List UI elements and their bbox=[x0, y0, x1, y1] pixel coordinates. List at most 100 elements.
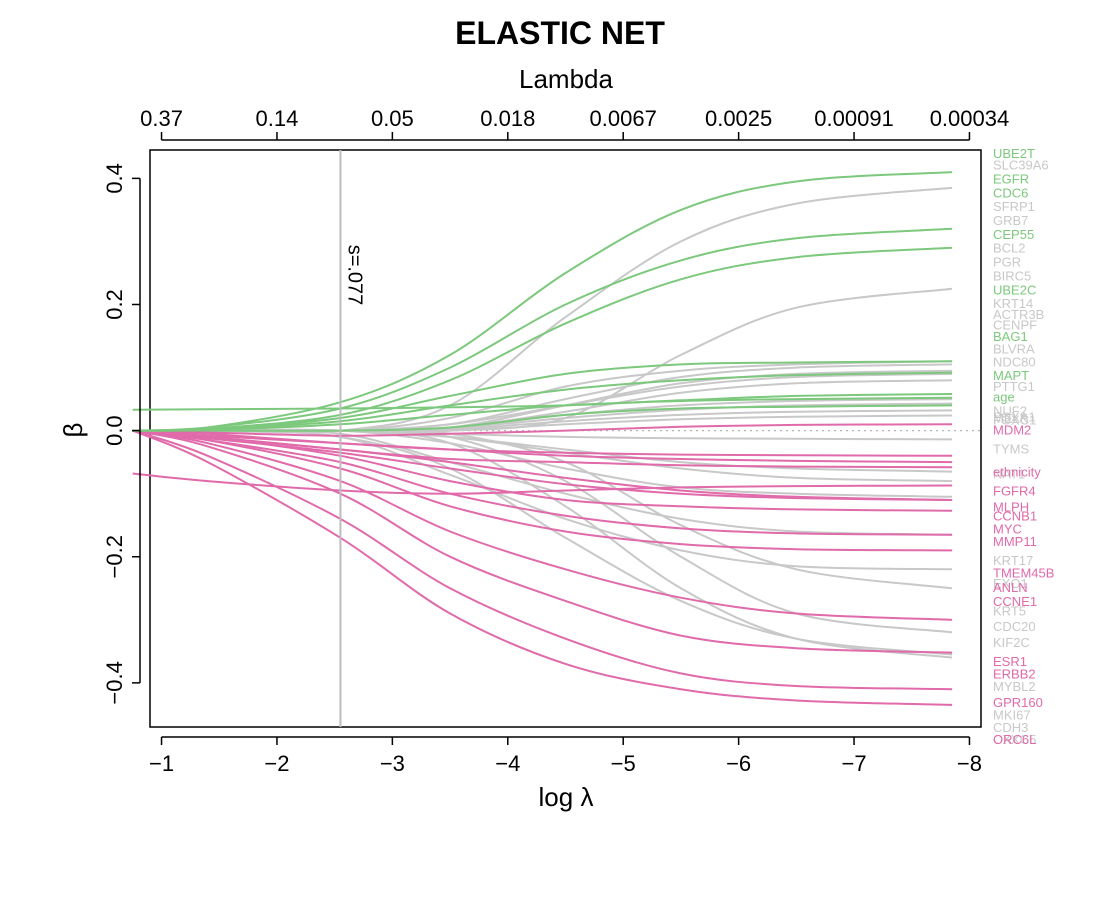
gene-label-age: age bbox=[993, 390, 1015, 405]
gene-label-mmp11: MMP11 bbox=[993, 534, 1037, 549]
bottom-tick-label: −7 bbox=[841, 751, 866, 776]
gene-label-sfrp1: SFRP1 bbox=[993, 199, 1035, 214]
gene-label-kif2c: KIF2C bbox=[993, 635, 1030, 650]
coef-path-myc bbox=[132, 472, 953, 495]
coef-path-ube2c bbox=[132, 371, 953, 432]
gene-label-mdm2: MDM2 bbox=[993, 422, 1031, 437]
gene-label-foxc1: FOXC1 bbox=[993, 412, 1036, 427]
top-tick-label: 0.00034 bbox=[930, 106, 1010, 131]
coef-path-bag1 bbox=[132, 404, 953, 432]
coef-path-age bbox=[132, 393, 953, 411]
gene-label-anln: ANLN bbox=[993, 580, 1028, 595]
top-tick-label: 0.37 bbox=[140, 106, 183, 131]
gene-label-tmem45b: TMEM45B bbox=[993, 566, 1054, 581]
gene-label-ethnicity: ethnicity bbox=[993, 465, 1041, 480]
gene-label-egfr: EGFR bbox=[993, 171, 1029, 186]
gene-label-esr1: ESR1 bbox=[993, 654, 1027, 669]
bottom-tick-label: −2 bbox=[264, 751, 289, 776]
coef-path-kif2c bbox=[132, 429, 953, 571]
top-tick-label: 0.018 bbox=[480, 106, 535, 131]
bottom-tick-label: −3 bbox=[380, 751, 405, 776]
gene-label-bag1: BAG1 bbox=[993, 329, 1028, 344]
gene-label-ccne1: CCNE1 bbox=[993, 594, 1037, 609]
gene-label-pttg1: PTTG1 bbox=[993, 379, 1035, 394]
gene-label-birc5: BIRC5 bbox=[993, 268, 1031, 283]
axes-layer: −1 −2 −3 −4 −5 −6 −7 −8 0.37 0.14 0.05 0.018 0.0067 0… bbox=[102, 106, 1009, 776]
gene-label-grb7: GRB7 bbox=[993, 213, 1028, 228]
gene-label-fgfr4: FGFR4 bbox=[993, 484, 1036, 499]
coef-path-anln bbox=[132, 429, 953, 536]
bottom-tick-label: −5 bbox=[611, 751, 636, 776]
top-tick-label: 0.14 bbox=[256, 106, 299, 131]
gene-label-foxa1: FOXA1 bbox=[993, 410, 1036, 425]
gene-label-ube2c: UBE2C bbox=[993, 282, 1036, 297]
gene-label-cep55: CEP55 bbox=[993, 227, 1034, 242]
vline-annotation: s=.077 bbox=[343, 245, 365, 306]
gene-label-actr3b: ACTR3B bbox=[993, 307, 1044, 322]
top-tick-label: 0.0025 bbox=[705, 106, 772, 131]
gene-label-tyms: TYMS bbox=[993, 441, 1029, 456]
left-tick-label: 0.4 bbox=[102, 163, 127, 194]
y-axis-label: β bbox=[58, 423, 88, 438]
left-tick-label: −0.4 bbox=[102, 661, 127, 704]
gene-label-cxxc5: CXXC5 bbox=[993, 732, 1036, 747]
gene-label-cenpf: CENPF bbox=[993, 318, 1037, 333]
bottom-tick-label: −6 bbox=[726, 751, 751, 776]
gene-label-pgr: PGR bbox=[993, 255, 1021, 270]
top-tick-label: 0.00091 bbox=[814, 106, 894, 131]
gene-label-mybl2: MYBL2 bbox=[993, 679, 1036, 694]
right-gene-labels: UBE2TSLC39A6EGFRCDC6SFRP1GRB7CEP55BCL2PG… bbox=[993, 146, 1054, 747]
gene-label-nat1: NAT1 bbox=[993, 466, 1025, 481]
coef-path-mdm2 bbox=[132, 423, 953, 437]
coef-path-erbb2 bbox=[132, 429, 953, 654]
chart-title: ELASTIC NET bbox=[455, 15, 665, 51]
coef-path-cdc6 bbox=[132, 246, 953, 432]
coef-path-ube2t bbox=[132, 171, 953, 432]
gene-label-bcl2: BCL2 bbox=[993, 241, 1026, 256]
gene-label-gpr160: GPR160 bbox=[993, 695, 1043, 710]
gene-label-orc6l: ORC6L bbox=[993, 732, 1036, 747]
gene-label-erbb2: ERBB2 bbox=[993, 666, 1036, 681]
x-axis-label: log λ bbox=[539, 782, 594, 812]
gene-label-melk: MELK bbox=[993, 411, 1029, 426]
top-axis-label: Lambda bbox=[519, 64, 613, 94]
gene-label-krt14: KRT14 bbox=[993, 296, 1033, 311]
gene-label-cdc20: CDC20 bbox=[993, 619, 1036, 634]
coef-path-esr1 bbox=[132, 429, 953, 621]
gene-label-myc: MYC bbox=[993, 521, 1022, 536]
coef-path-tmem45b bbox=[132, 429, 953, 512]
gene-label-ccnb1: CCNB1 bbox=[993, 509, 1037, 524]
top-tick-label: 0.05 bbox=[371, 106, 414, 131]
coef-path-ccne1 bbox=[132, 429, 953, 552]
gene-label-krt17: KRT17 bbox=[993, 553, 1033, 568]
coef-path-ethnicity bbox=[132, 429, 953, 457]
gene-label-exo1: EXO1 bbox=[993, 576, 1028, 591]
gene-label-mki67: MKI67 bbox=[993, 707, 1031, 722]
left-tick-label: 0.0 bbox=[102, 415, 127, 446]
gene-label-nuf2: NUF2 bbox=[993, 403, 1027, 418]
gene-label-cdh3: CDH3 bbox=[993, 720, 1028, 735]
gene-label-blvra: BLVRA bbox=[993, 342, 1035, 357]
coef-path-gpr160 bbox=[132, 429, 953, 691]
coef-path-mapt bbox=[132, 396, 953, 432]
gene-label-mlph: MLPH bbox=[993, 499, 1029, 514]
coef-path-orc6l bbox=[132, 429, 953, 706]
gene-label-krt5: KRT5 bbox=[993, 603, 1026, 618]
bottom-tick-label: −4 bbox=[495, 751, 520, 776]
left-tick-label: 0.2 bbox=[102, 289, 127, 320]
left-tick-label: −0.2 bbox=[102, 535, 127, 578]
coef-path-fgfr4 bbox=[132, 429, 953, 464]
bottom-tick-label: −8 bbox=[957, 751, 982, 776]
gene-label-mapt: MAPT bbox=[993, 368, 1029, 383]
bottom-tick-label: −1 bbox=[149, 751, 174, 776]
coef-path-egfr bbox=[132, 227, 953, 432]
plot-layer: s=.077 bbox=[132, 150, 981, 727]
gene-label-ndc80: NDC80 bbox=[993, 354, 1036, 369]
gene-label-ube2t: UBE2T bbox=[993, 146, 1035, 161]
top-tick-label: 0.0067 bbox=[590, 106, 657, 131]
gene-label-slc39a6: SLC39A6 bbox=[993, 158, 1049, 173]
coef-path-mmp11 bbox=[132, 429, 953, 501]
gene-label-cdc6: CDC6 bbox=[993, 185, 1028, 200]
plot-frame bbox=[149, 149, 982, 728]
